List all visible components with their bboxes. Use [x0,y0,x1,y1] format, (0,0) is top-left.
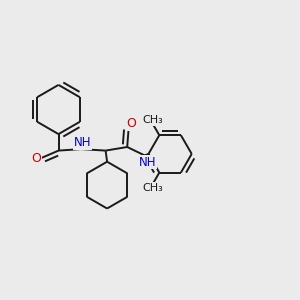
Text: NH: NH [139,155,156,169]
Text: CH₃: CH₃ [142,115,163,125]
Text: O: O [126,117,136,130]
Text: CH₃: CH₃ [142,183,163,193]
Text: O: O [31,152,40,165]
Text: NH: NH [74,136,91,149]
